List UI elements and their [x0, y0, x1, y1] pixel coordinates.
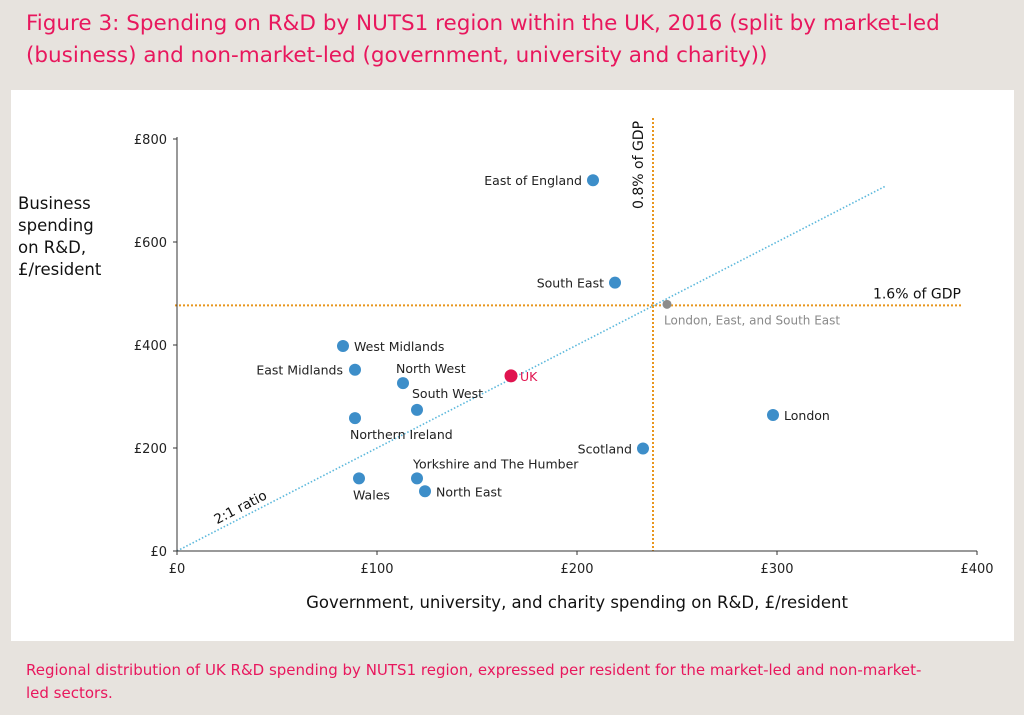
x-axis-label: Government, university, and charity spen…	[306, 593, 848, 612]
y-tick-label: £600	[134, 236, 167, 251]
point-label-northern-ireland: Northern Ireland	[350, 427, 453, 442]
x-tick-label: £200	[560, 562, 593, 577]
x-tick-label: £0	[169, 562, 186, 577]
point-south-west	[411, 403, 423, 416]
y-tick-label: £0	[150, 545, 167, 560]
point-label-west-midlands: West Midlands	[354, 339, 444, 354]
y-axis-label: Business spending on R&D, £/resident	[18, 193, 128, 281]
x-tick-label: £100	[360, 562, 393, 577]
point-west-midlands	[337, 340, 349, 353]
threshold-point	[662, 299, 672, 309]
figure-title: Figure 3: Spending on R&D by NUTS1 regio…	[26, 11, 940, 68]
chart-panel: 0.8% of GDP 1.6% of GDP 2:1 ratio £0 £100 £2…	[11, 90, 1014, 641]
point-yorkshire-and-the-humber	[411, 472, 423, 485]
point-uk	[504, 369, 518, 383]
point-label-yorkshire-and-the-humber: Yorkshire and The Humber	[412, 456, 579, 471]
ratio-label: 2:1 ratio	[212, 488, 270, 528]
point-london	[767, 409, 779, 422]
gdp-08-label: 0.8% of GDP	[631, 121, 647, 209]
point-label-north-west: North West	[396, 361, 466, 376]
y-tick-label: £800	[134, 133, 167, 148]
y-axis-label-line: spending	[18, 216, 94, 235]
x-tick-label: £400	[960, 562, 993, 577]
point-label-south-west: South West	[412, 386, 483, 401]
point-label-uk: UK	[520, 369, 538, 384]
point-wales	[353, 472, 365, 485]
x-tick-label: £300	[760, 562, 793, 577]
point-label-south-east: South East	[537, 276, 604, 291]
point-label-east-midlands: East Midlands	[256, 363, 343, 378]
point-south-east	[609, 276, 621, 289]
point-label-north-east: North East	[436, 484, 502, 499]
point-label-east-of-england: East of England	[484, 173, 582, 188]
point-east-of-england	[587, 174, 599, 187]
scatter-chart: 0.8% of GDP 1.6% of GDP 2:1 ratio £0 £100 £2…	[134, 118, 994, 612]
point-north-west	[397, 377, 409, 390]
y-axis-label-line: £/resident	[18, 260, 102, 279]
y-tick-label: £200	[134, 442, 167, 457]
threshold-point-label: London, East, and South East	[664, 313, 840, 327]
y-tick-label: £400	[134, 339, 167, 354]
point-scotland	[637, 442, 649, 455]
y-axis-label-line: on R&D,	[18, 238, 87, 257]
y-axis-label-line: Business	[18, 194, 91, 213]
point-label-scotland: Scotland	[578, 442, 632, 457]
point-northern-ireland	[349, 412, 361, 425]
gdp-16-label: 1.6% of GDP	[873, 286, 961, 302]
point-north-east	[419, 485, 431, 498]
point-east-midlands	[349, 363, 361, 376]
point-label-wales: Wales	[353, 487, 390, 502]
figure-caption: Regional distribution of UK R&D spending…	[26, 661, 922, 702]
point-label-london: London	[784, 408, 830, 423]
